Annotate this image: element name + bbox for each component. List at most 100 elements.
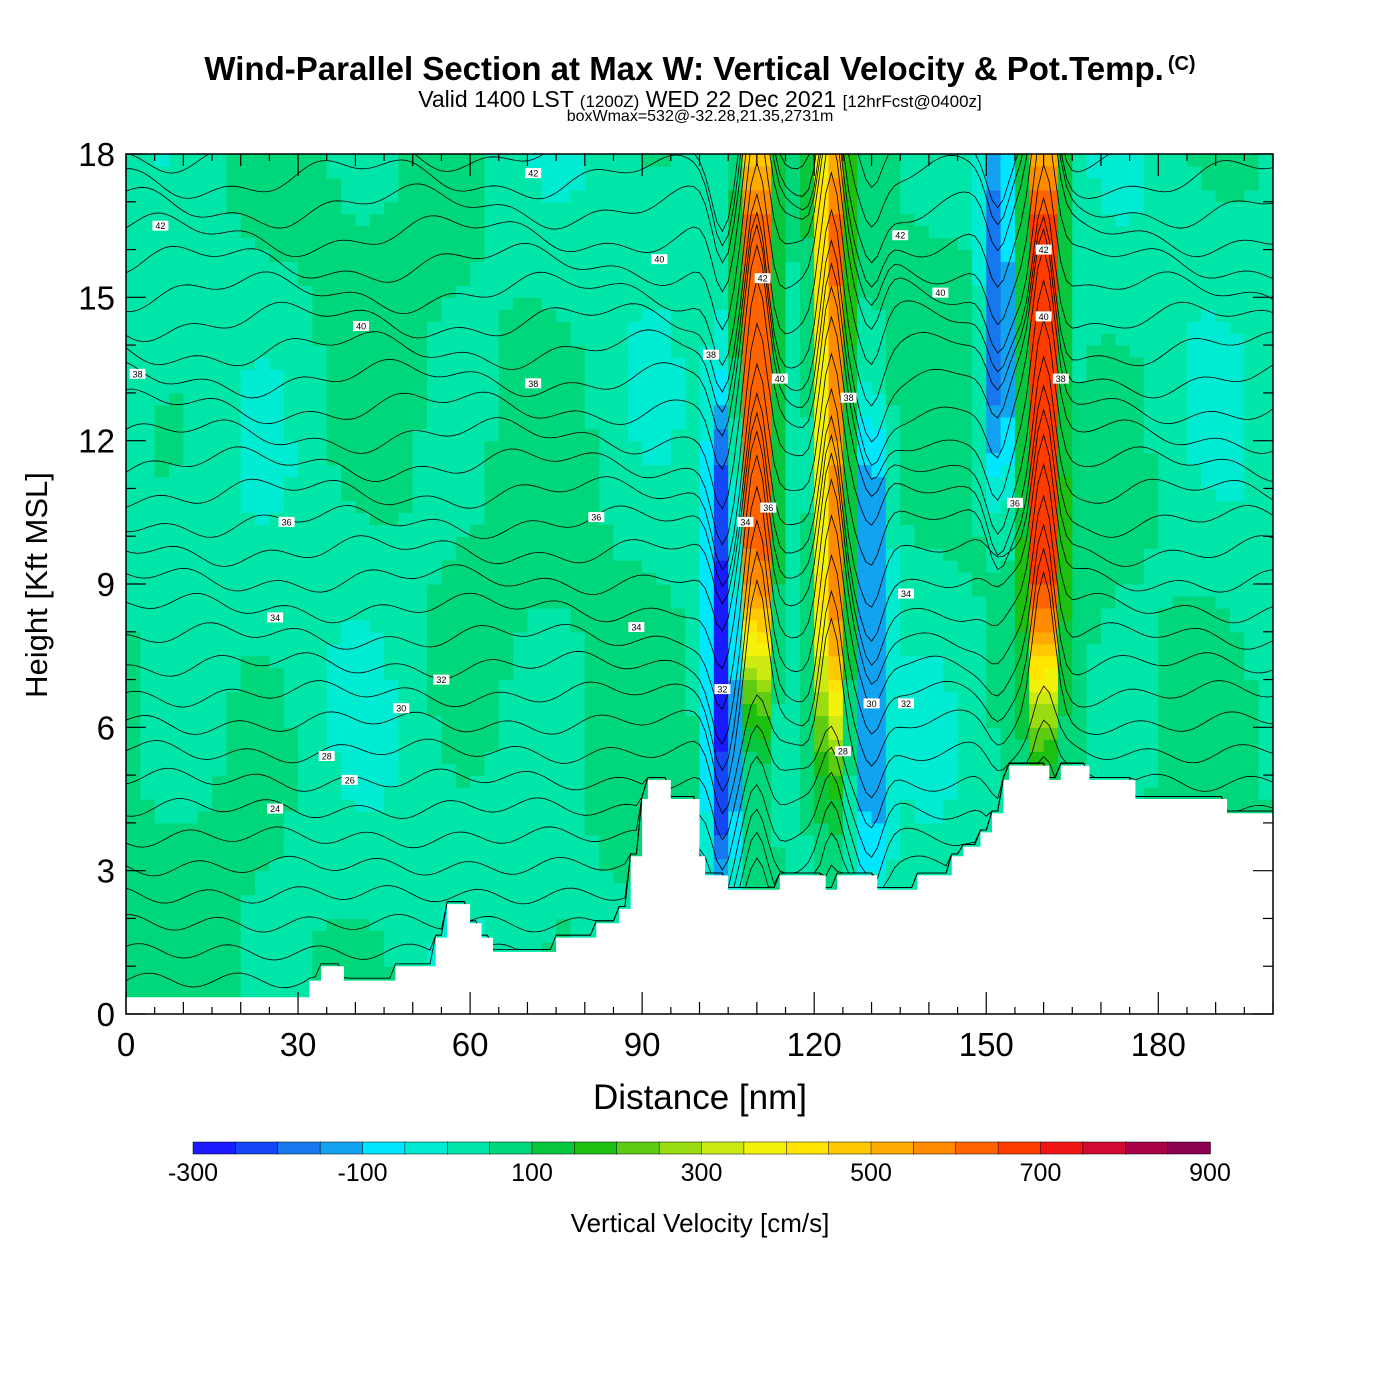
velocity-cell <box>943 357 959 370</box>
velocity-cell <box>541 739 557 752</box>
chart-title: Wind-Parallel Section at Max W: Vertical… <box>0 50 1400 88</box>
velocity-cell <box>298 464 313 478</box>
velocity-cell <box>914 679 930 693</box>
velocity-cell <box>986 357 1002 370</box>
velocity-cell <box>169 978 184 991</box>
velocity-cell <box>255 154 270 167</box>
velocity-cell <box>269 560 285 573</box>
velocity-cell <box>455 643 471 657</box>
velocity-cell <box>226 524 242 537</box>
velocity-cell <box>183 870 199 884</box>
velocity-cell <box>771 380 787 394</box>
velocity-cell <box>986 440 1002 454</box>
velocity-cell <box>799 584 815 597</box>
velocity-cell <box>269 655 285 669</box>
velocity-cell <box>713 297 729 310</box>
velocity-cell <box>484 189 500 203</box>
velocity-cell <box>842 787 858 800</box>
velocity-cell <box>1014 333 1030 346</box>
velocity-cell <box>1057 512 1073 525</box>
velocity-cell <box>541 261 557 275</box>
velocity-cell <box>126 500 141 513</box>
velocity-cell <box>154 404 170 418</box>
velocity-cell <box>312 273 328 286</box>
velocity-cell <box>212 213 227 227</box>
velocity-cell <box>398 177 414 191</box>
velocity-cell <box>857 452 873 466</box>
velocity-cell <box>1014 261 1030 275</box>
velocity-cell <box>412 882 428 896</box>
velocity-cell <box>183 345 199 358</box>
velocity-cell <box>484 572 500 585</box>
velocity-cell <box>169 822 184 836</box>
velocity-cell <box>799 799 815 812</box>
velocity-cell <box>971 321 987 334</box>
velocity-cell <box>384 345 400 358</box>
velocity-cell <box>513 189 529 203</box>
velocity-cell <box>369 763 385 776</box>
velocity-cell <box>1014 751 1030 764</box>
velocity-cell <box>1086 273 1102 286</box>
velocity-cell <box>570 619 586 633</box>
velocity-cell <box>513 560 529 573</box>
velocity-cell <box>126 954 141 967</box>
velocity-cell <box>928 775 944 788</box>
velocity-cell <box>1086 560 1102 573</box>
velocity-cell <box>1057 739 1073 752</box>
velocity-cell <box>269 154 285 167</box>
velocity-cell <box>369 536 385 549</box>
velocity-cell <box>771 834 787 848</box>
velocity-cell <box>857 500 873 513</box>
velocity-cell <box>728 739 744 752</box>
velocity-cell <box>1043 727 1059 740</box>
velocity-cell <box>355 524 371 537</box>
velocity-cell <box>771 727 787 740</box>
velocity-cell <box>613 763 629 776</box>
velocity-cell <box>298 536 313 549</box>
velocity-cell <box>642 321 658 334</box>
velocity-cell <box>584 369 600 382</box>
velocity-cell <box>298 548 313 561</box>
velocity-cell <box>470 440 486 454</box>
velocity-cell <box>384 739 400 752</box>
velocity-cell <box>1000 201 1016 215</box>
velocity-cell <box>986 273 1002 286</box>
velocity-cell <box>642 189 658 203</box>
velocity-cell <box>656 189 672 203</box>
velocity-cell <box>240 631 256 645</box>
velocity-cell <box>642 524 658 537</box>
velocity-cell <box>427 201 443 215</box>
velocity-cell <box>785 333 801 346</box>
velocity-cell <box>255 787 270 800</box>
velocity-cell <box>627 691 643 705</box>
velocity-cell <box>627 452 643 466</box>
velocity-cell <box>484 787 500 800</box>
velocity-cell <box>298 369 313 382</box>
velocity-cell <box>470 428 486 442</box>
velocity-cell <box>943 846 959 860</box>
velocity-cell <box>412 273 428 286</box>
velocity-cell <box>369 488 385 501</box>
velocity-cell <box>986 799 1002 812</box>
velocity-cell <box>240 177 256 191</box>
velocity-cell <box>1072 333 1088 346</box>
velocity-cell <box>197 201 213 215</box>
velocity-cell <box>627 273 643 286</box>
velocity-cell <box>943 763 959 776</box>
velocity-cell <box>943 165 959 179</box>
velocity-cell <box>341 715 356 728</box>
velocity-cell <box>943 416 959 430</box>
velocity-cell <box>427 249 443 263</box>
velocity-cell <box>298 440 313 454</box>
velocity-cell <box>556 667 572 681</box>
velocity-cell <box>556 428 572 442</box>
velocity-cell <box>599 440 615 454</box>
velocity-cell <box>154 643 170 657</box>
velocity-cell <box>513 619 529 633</box>
velocity-cell <box>197 154 213 167</box>
velocity-cell <box>369 380 385 394</box>
velocity-cell <box>771 631 787 645</box>
velocity-cell <box>570 691 586 705</box>
velocity-cell <box>957 321 973 334</box>
velocity-cell <box>900 822 916 836</box>
